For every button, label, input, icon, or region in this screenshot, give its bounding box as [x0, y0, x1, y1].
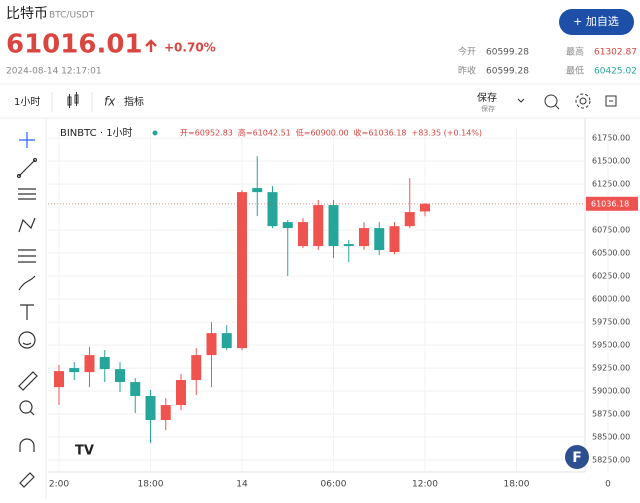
candle-body	[374, 228, 385, 251]
candle-body	[359, 228, 369, 247]
up-arrow	[145, 39, 157, 52]
candle-body	[282, 222, 293, 229]
last-price-tag	[586, 196, 638, 211]
status-dot	[152, 130, 158, 136]
candle-body	[176, 380, 186, 406]
x-tick-label: 18:00	[504, 480, 530, 490]
legend-item: +83.35 (+0.14%)	[412, 129, 483, 138]
candle-body	[298, 222, 308, 247]
candle-body	[160, 405, 171, 421]
candle-body	[69, 368, 80, 373]
pair: BTC/USDT	[49, 11, 95, 21]
candle-body	[115, 369, 125, 383]
toolbar-icons[interactable]	[544, 93, 617, 110]
stat-label: 最低	[566, 65, 584, 77]
interval-button[interactable]: 1小时	[14, 96, 40, 108]
candle-body	[313, 205, 324, 247]
candle-body	[206, 333, 217, 356]
f-logo-text: F	[572, 450, 582, 466]
x-tick-label: 0	[605, 480, 611, 490]
y-tick-label: 60500.00	[592, 249, 630, 258]
y-tick-label: 60750.00	[592, 226, 630, 235]
y-tick-label: 61500.00	[592, 157, 630, 166]
stat-label: 今开	[458, 46, 476, 58]
legend-item: 低=60900.00	[296, 128, 349, 138]
stat-value: 61302.87	[594, 48, 637, 58]
stat-value: 60599.28	[486, 67, 529, 77]
chart-symbol: BINBTC · 1小时	[60, 127, 133, 139]
drawing-tools[interactable]	[16, 132, 38, 488]
legend-item: 开=60952.83	[180, 129, 233, 138]
y-tick-label: 60250.00	[592, 272, 630, 281]
legend-item: 高=61042.51	[238, 128, 291, 138]
x-tick-label: 14	[236, 480, 248, 490]
y-tick-label: 59250.00	[592, 364, 630, 373]
stat-label: 最高	[566, 46, 584, 58]
f-logo	[565, 445, 589, 469]
plot: 61750.0061500.0061250.0061000.0060750.00…	[48, 118, 638, 490]
save-sub: 保存	[481, 104, 495, 113]
dropdown-icon[interactable]	[517, 98, 525, 103]
save-button[interactable]: 保存	[477, 91, 497, 104]
x-tick-label: 06:00	[321, 480, 347, 490]
candle-body	[420, 203, 430, 212]
y-tick-label: 58750.00	[592, 410, 630, 419]
stat-label: 昨收	[458, 65, 476, 77]
y-tick-label: 61250.00	[592, 180, 630, 189]
y-tick-label: 59000.00	[592, 387, 630, 396]
candle-body	[267, 192, 278, 227]
indicators-button[interactable]: 指标	[124, 95, 144, 108]
y-tick-label: 59750.00	[592, 318, 630, 327]
change: +0.70%	[164, 41, 216, 55]
candle-icon[interactable]	[67, 92, 79, 108]
tv-logo: TV	[75, 444, 94, 459]
y-tick-label: 58250.00	[592, 456, 630, 465]
y-tick-label: 61750.00	[592, 134, 630, 143]
candle-body	[84, 355, 95, 373]
candle-body	[389, 226, 400, 253]
x-tick-label: 2:00	[49, 480, 69, 490]
candle-body	[343, 244, 354, 247]
y-tick-label: 59500.00	[592, 341, 630, 350]
fx-icon[interactable]: fx	[104, 95, 116, 109]
add-watch-button[interactable]	[559, 9, 634, 35]
candle-body	[252, 188, 263, 193]
y-tick-label: 58500.00	[592, 433, 630, 442]
x-tick-label: 18:00	[138, 480, 164, 490]
timestamp: 2024-08-14 12:17:01	[6, 67, 102, 77]
add-watch-label[interactable]: + 加自选	[573, 15, 619, 28]
candle-body	[328, 205, 339, 247]
x-tick-label: 12:00	[412, 480, 438, 490]
candle-body	[145, 396, 156, 421]
y-tick-label: 60000.00	[592, 295, 630, 304]
candle-body	[404, 212, 415, 227]
candle-body	[221, 333, 232, 349]
candle-body	[130, 382, 141, 397]
candle-body	[54, 371, 64, 388]
last-price-label: 61036.18	[591, 199, 629, 208]
stat-value: 60425.02	[594, 67, 637, 77]
legend-item: 收=61036.18	[354, 128, 407, 138]
price: 61016.01	[6, 30, 143, 60]
candle-body	[99, 357, 110, 370]
candle-body	[237, 192, 247, 349]
stat-value: 60599.28	[486, 48, 529, 58]
title: 比特币	[6, 6, 48, 22]
candle-body	[191, 355, 202, 381]
